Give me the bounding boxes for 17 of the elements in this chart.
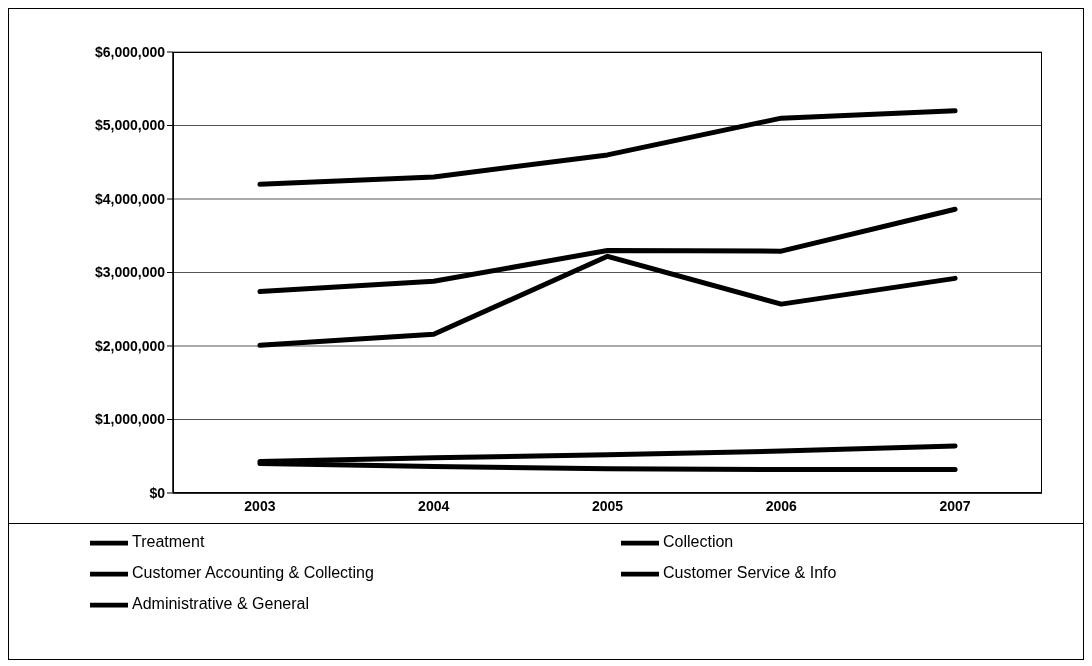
y-tick-label: $1,000,000: [94, 411, 166, 428]
legend-label: Treatment: [132, 533, 205, 551]
y-tick-label: $2,000,000: [94, 337, 166, 354]
y-tick-label: $3,000,000: [94, 264, 166, 281]
legend-label: Customer Service & Info: [663, 564, 837, 582]
x-tick-label: 2006: [765, 497, 798, 514]
legend-label: Administrative & General: [132, 595, 309, 613]
y-tick-label: $6,000,000: [94, 43, 166, 60]
x-tick-label: 2005: [591, 497, 624, 514]
legend-label: Collection: [663, 533, 734, 551]
y-tick-label: $5,000,000: [94, 117, 166, 134]
y-tick-label: $0: [149, 484, 166, 501]
legend-label: Customer Accounting & Collecting: [132, 564, 374, 582]
x-tick-label: 2003: [244, 497, 276, 514]
x-tick-label: 2004: [418, 497, 450, 514]
x-tick-label: 2007: [939, 497, 971, 514]
y-tick-label: $4,000,000: [94, 190, 166, 207]
